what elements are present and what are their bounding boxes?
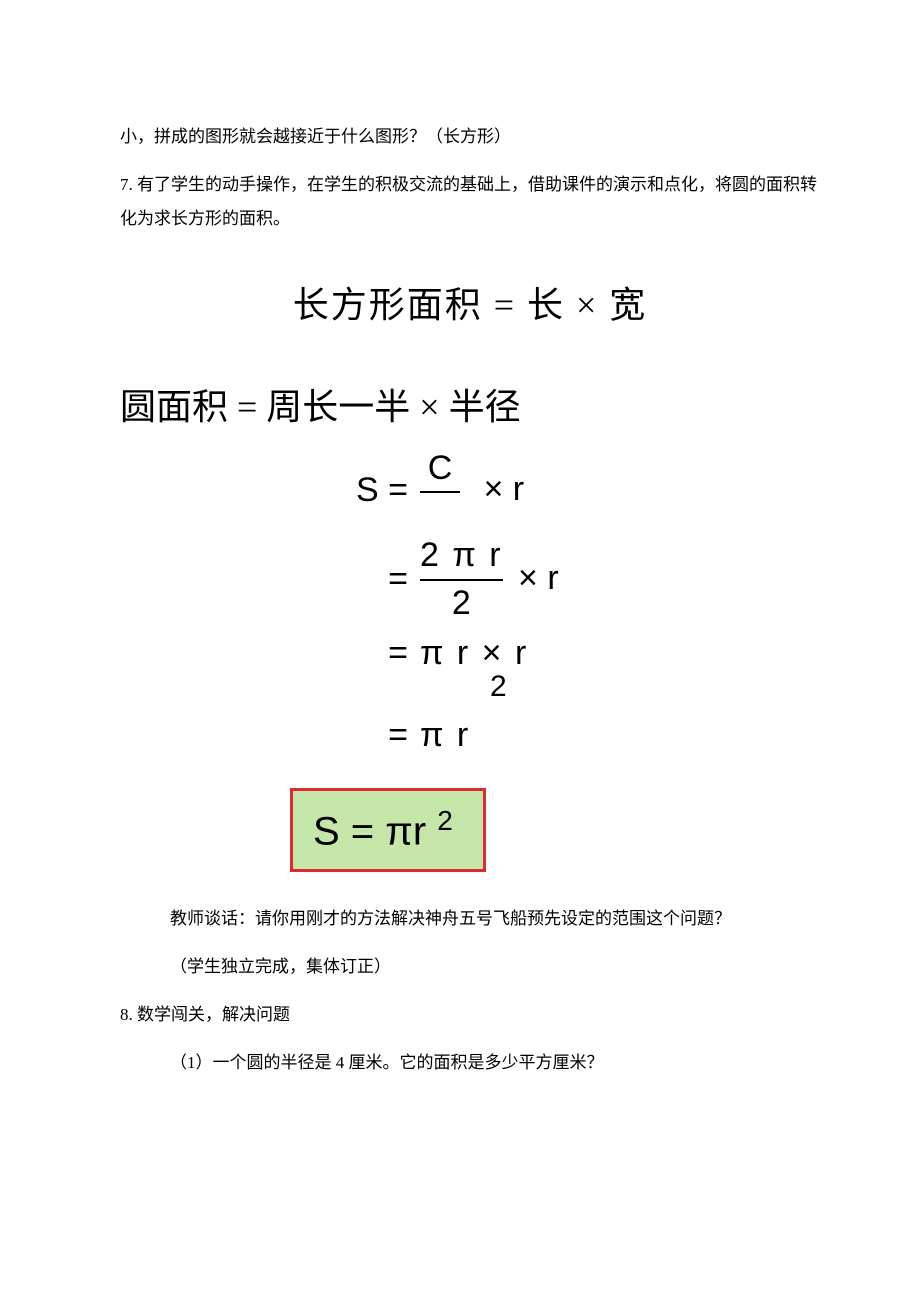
lhs-equals-4: =	[120, 716, 420, 755]
fraction-2pir: 2 π r 2	[420, 537, 503, 622]
lhs-equals-3: =	[120, 634, 420, 673]
times-r-1: × r	[483, 470, 524, 508]
formula-result-box: S = πr 2	[290, 788, 486, 871]
rhs-c-over-blank-times-r: C × r	[420, 450, 524, 531]
rhs-pir: π r	[420, 716, 470, 755]
formula-step-4: = π r	[120, 712, 820, 758]
paragraph-step-7: 7. 有了学生的动手操作，在学生的积极交流的基础上，借助课件的演示和点化，将圆的…	[120, 168, 820, 236]
fraction-bar	[420, 579, 503, 581]
paragraph-teacher-talk: 教师谈话：请你用刚才的方法解决神舟五号飞船预先设定的范围这个问题？	[120, 902, 820, 936]
rhs-2pir-over-2-times-r: 2 π r 2 × r	[420, 537, 559, 622]
fraction-bar	[420, 491, 460, 493]
times-r-2: × r	[518, 559, 559, 597]
paragraph-step-8: 8. 数学闯关，解决问题	[120, 998, 820, 1032]
formula-rectangle-area: 长方形面积 = 长 × 宽	[120, 276, 820, 328]
fraction-2pir-numerator: 2 π r	[420, 537, 503, 574]
formula-circle-area-words: 圆面积 = 周长一半 × 半径	[120, 378, 820, 430]
formula-step-3-subscript-row: 2	[120, 670, 820, 704]
formula-derivation: 长方形面积 = 长 × 宽 圆面积 = 周长一半 × 半径 S = C × r …	[120, 276, 820, 872]
rhs-pir-times-r: π r × r	[420, 634, 528, 673]
paragraph-question-1: （1）一个圆的半径是 4 厘米。它的面积是多少平方厘米？	[120, 1046, 820, 1080]
formula-result-row: S = πr 2	[120, 764, 820, 871]
fraction-c-numerator: C	[420, 450, 460, 487]
document-page: 小，拼成的图形就会越接近于什么图形？（长方形） 7. 有了学生的动手操作，在学生…	[0, 0, 920, 1154]
misplaced-2: 2	[490, 670, 507, 703]
lhs-s-equals: S =	[120, 471, 420, 510]
lhs-equals-2: =	[120, 560, 420, 599]
formula-step-2: = 2 π r 2 × r	[120, 537, 820, 622]
fraction-c: C	[420, 450, 460, 531]
paragraph-intro-fragment: 小，拼成的图形就会越接近于什么图形？（长方形）	[120, 120, 820, 154]
paragraph-teacher-note: （学生独立完成，集体订正）	[120, 950, 820, 984]
fraction-2pir-denominator: 2	[452, 585, 471, 622]
formula-step-1: S = C × r	[120, 450, 820, 531]
result-superscript: 2	[437, 805, 453, 836]
result-text: S = πr	[313, 810, 437, 854]
